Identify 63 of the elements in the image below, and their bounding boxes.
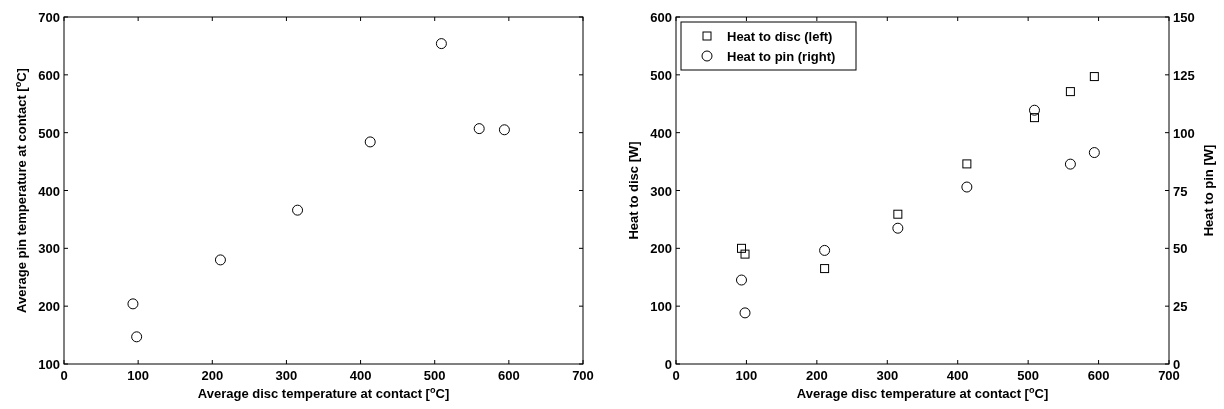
y2-tick-label: 125 [1173,67,1195,83]
point [1089,72,1099,82]
x-tick-label: 700 [572,368,594,383]
x-tick-label: 400 [946,368,969,383]
x-tick-label: 300 [275,368,298,383]
x-tick-label: 500 [1017,368,1039,383]
point [962,159,972,169]
point [1029,113,1039,123]
y2-tick-label: 100 [1173,125,1195,141]
point [364,136,376,148]
y2-tick-label: 25 [1173,299,1188,315]
point [737,243,746,253]
point [1088,147,1100,159]
y-tick-label: 500 [650,67,672,83]
legend-label: Heat to disc (left) [727,29,833,44]
y2-tick-label: 75 [1173,183,1188,199]
y-axis-title: Heat to disc [W] [626,141,641,240]
y-tick-label: 600 [38,67,60,83]
point [736,274,747,286]
y-tick-label: 400 [38,183,60,199]
point [1065,87,1075,97]
point [740,249,750,259]
x-tick-label: 500 [423,368,446,383]
x-tick-label: 100 [127,368,149,383]
x-tick-label: 200 [806,368,828,383]
x-axis-title: Average disc temperature at contact [$^{o}$C] [197,385,450,401]
y-tick-label: 300 [650,183,672,199]
point [739,307,751,319]
x-tick-label: 300 [876,368,899,383]
y2-tick-label: 50 [1173,241,1188,257]
point [961,181,973,193]
x-tick-label: 600 [1087,368,1110,383]
point [820,264,830,274]
point [1028,104,1040,116]
y2-axis-title: Heat to pin [W] [1201,144,1216,237]
y-tick-label: 0 [664,357,672,372]
point [819,244,831,256]
y-tick-label: 300 [38,241,60,257]
y-tick-label: 600 [650,10,672,25]
point [893,209,903,219]
y-tick-label: 400 [650,125,672,141]
point [498,124,510,136]
legend-label: Heat to pin (right) [727,49,836,64]
point [214,254,226,266]
point [435,38,447,50]
y-tick-label: 100 [650,299,672,315]
x-tick-label: 600 [498,368,520,383]
x-tick-label: 400 [349,368,372,383]
point [473,123,485,135]
point [892,222,904,234]
x-tick-label: 200 [201,368,224,383]
point [131,331,143,343]
y-tick-label: 500 [38,125,60,141]
x-tick-label: 100 [735,368,758,383]
point [292,204,304,216]
point [1064,158,1076,170]
x-axis-title: Average disc temperature at contact [$^{o}$C] [796,385,1049,401]
y2-tick-label: 150 [1173,10,1195,25]
y-tick-label: 200 [650,241,672,257]
y-tick-label: 700 [38,10,60,25]
y-tick-label: 100 [38,357,60,372]
y-tick-label: 200 [38,299,60,315]
point [127,298,139,310]
